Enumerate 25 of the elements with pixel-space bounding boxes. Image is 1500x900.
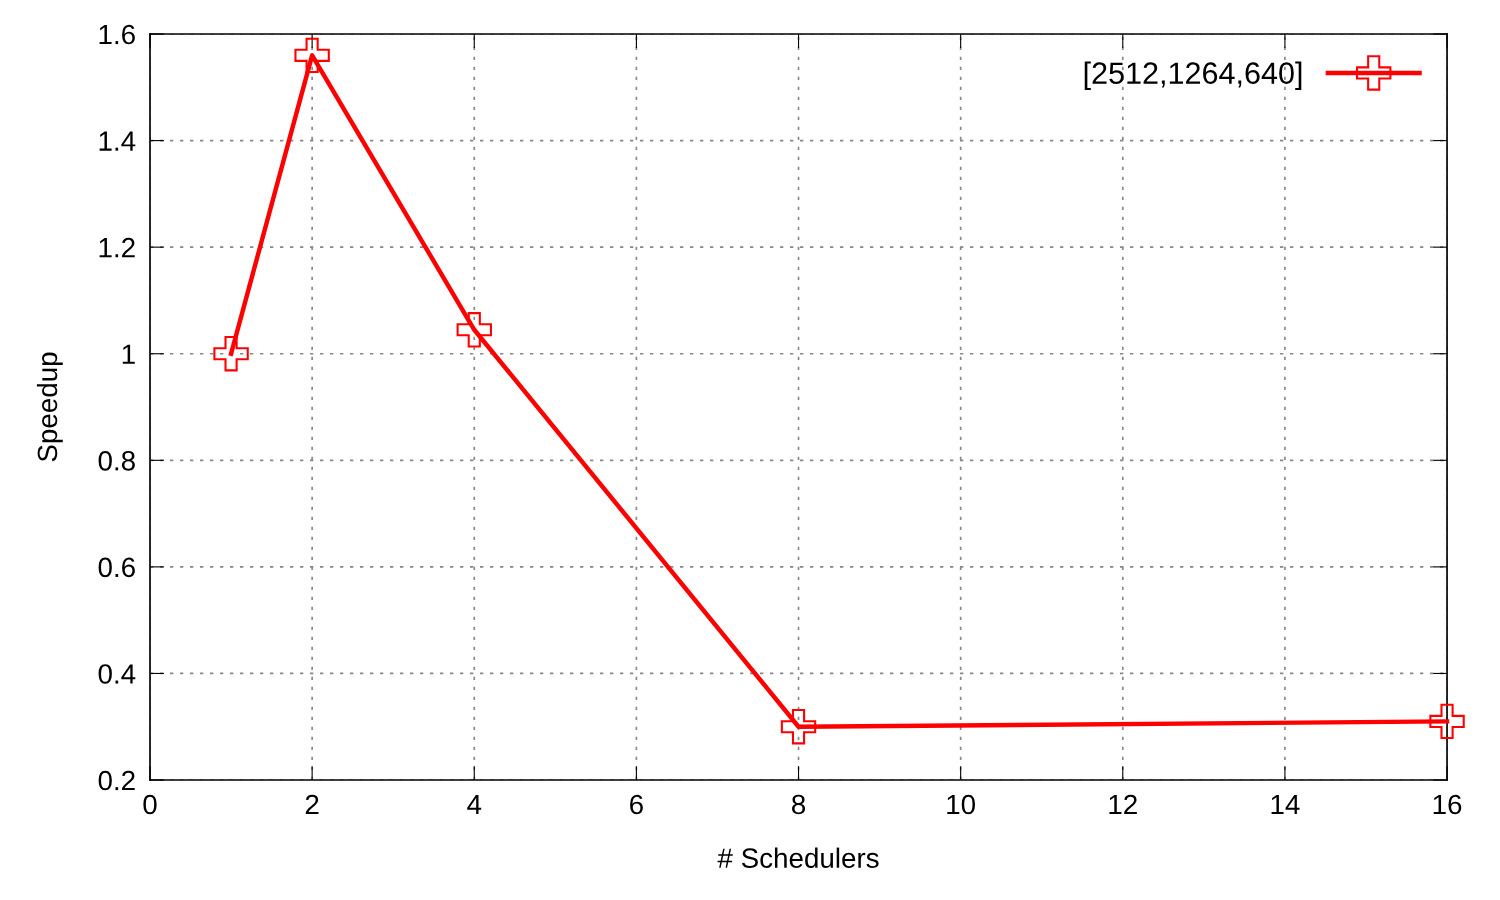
legend-label: [2512,1264,640] xyxy=(1084,61,1302,90)
point xyxy=(456,312,492,348)
y-tick-label: 0.8 xyxy=(98,450,135,471)
x-axis-title: # Schedulers xyxy=(717,847,879,868)
y-tick-label: 1.4 xyxy=(99,131,136,151)
y-tick-label: 1.2 xyxy=(99,237,135,258)
y-axis-title: Speedup xyxy=(36,352,63,462)
x-tick-label: 0 xyxy=(143,794,157,815)
x-tick-label: 10 xyxy=(947,794,976,815)
point xyxy=(780,709,817,745)
point xyxy=(213,336,249,372)
y-tick-label: 0.6 xyxy=(98,557,135,578)
x-tick-label: 4 xyxy=(467,794,482,815)
y-tick-label: 0.4 xyxy=(98,664,136,684)
x-tick-label: 2 xyxy=(305,794,319,815)
y-tick-label: 1 xyxy=(122,344,135,364)
point xyxy=(294,37,330,74)
x-tick-label: 12 xyxy=(1109,794,1137,815)
y-tick-label: 1.6 xyxy=(99,24,135,45)
y-tick-label: 0.2 xyxy=(98,770,135,791)
x-tick-label: 16 xyxy=(1433,794,1462,815)
point xyxy=(1429,703,1465,740)
x-tick-label: 6 xyxy=(630,794,643,815)
x-tick-label: 8 xyxy=(792,794,806,815)
x-tick-label: 14 xyxy=(1271,794,1300,815)
